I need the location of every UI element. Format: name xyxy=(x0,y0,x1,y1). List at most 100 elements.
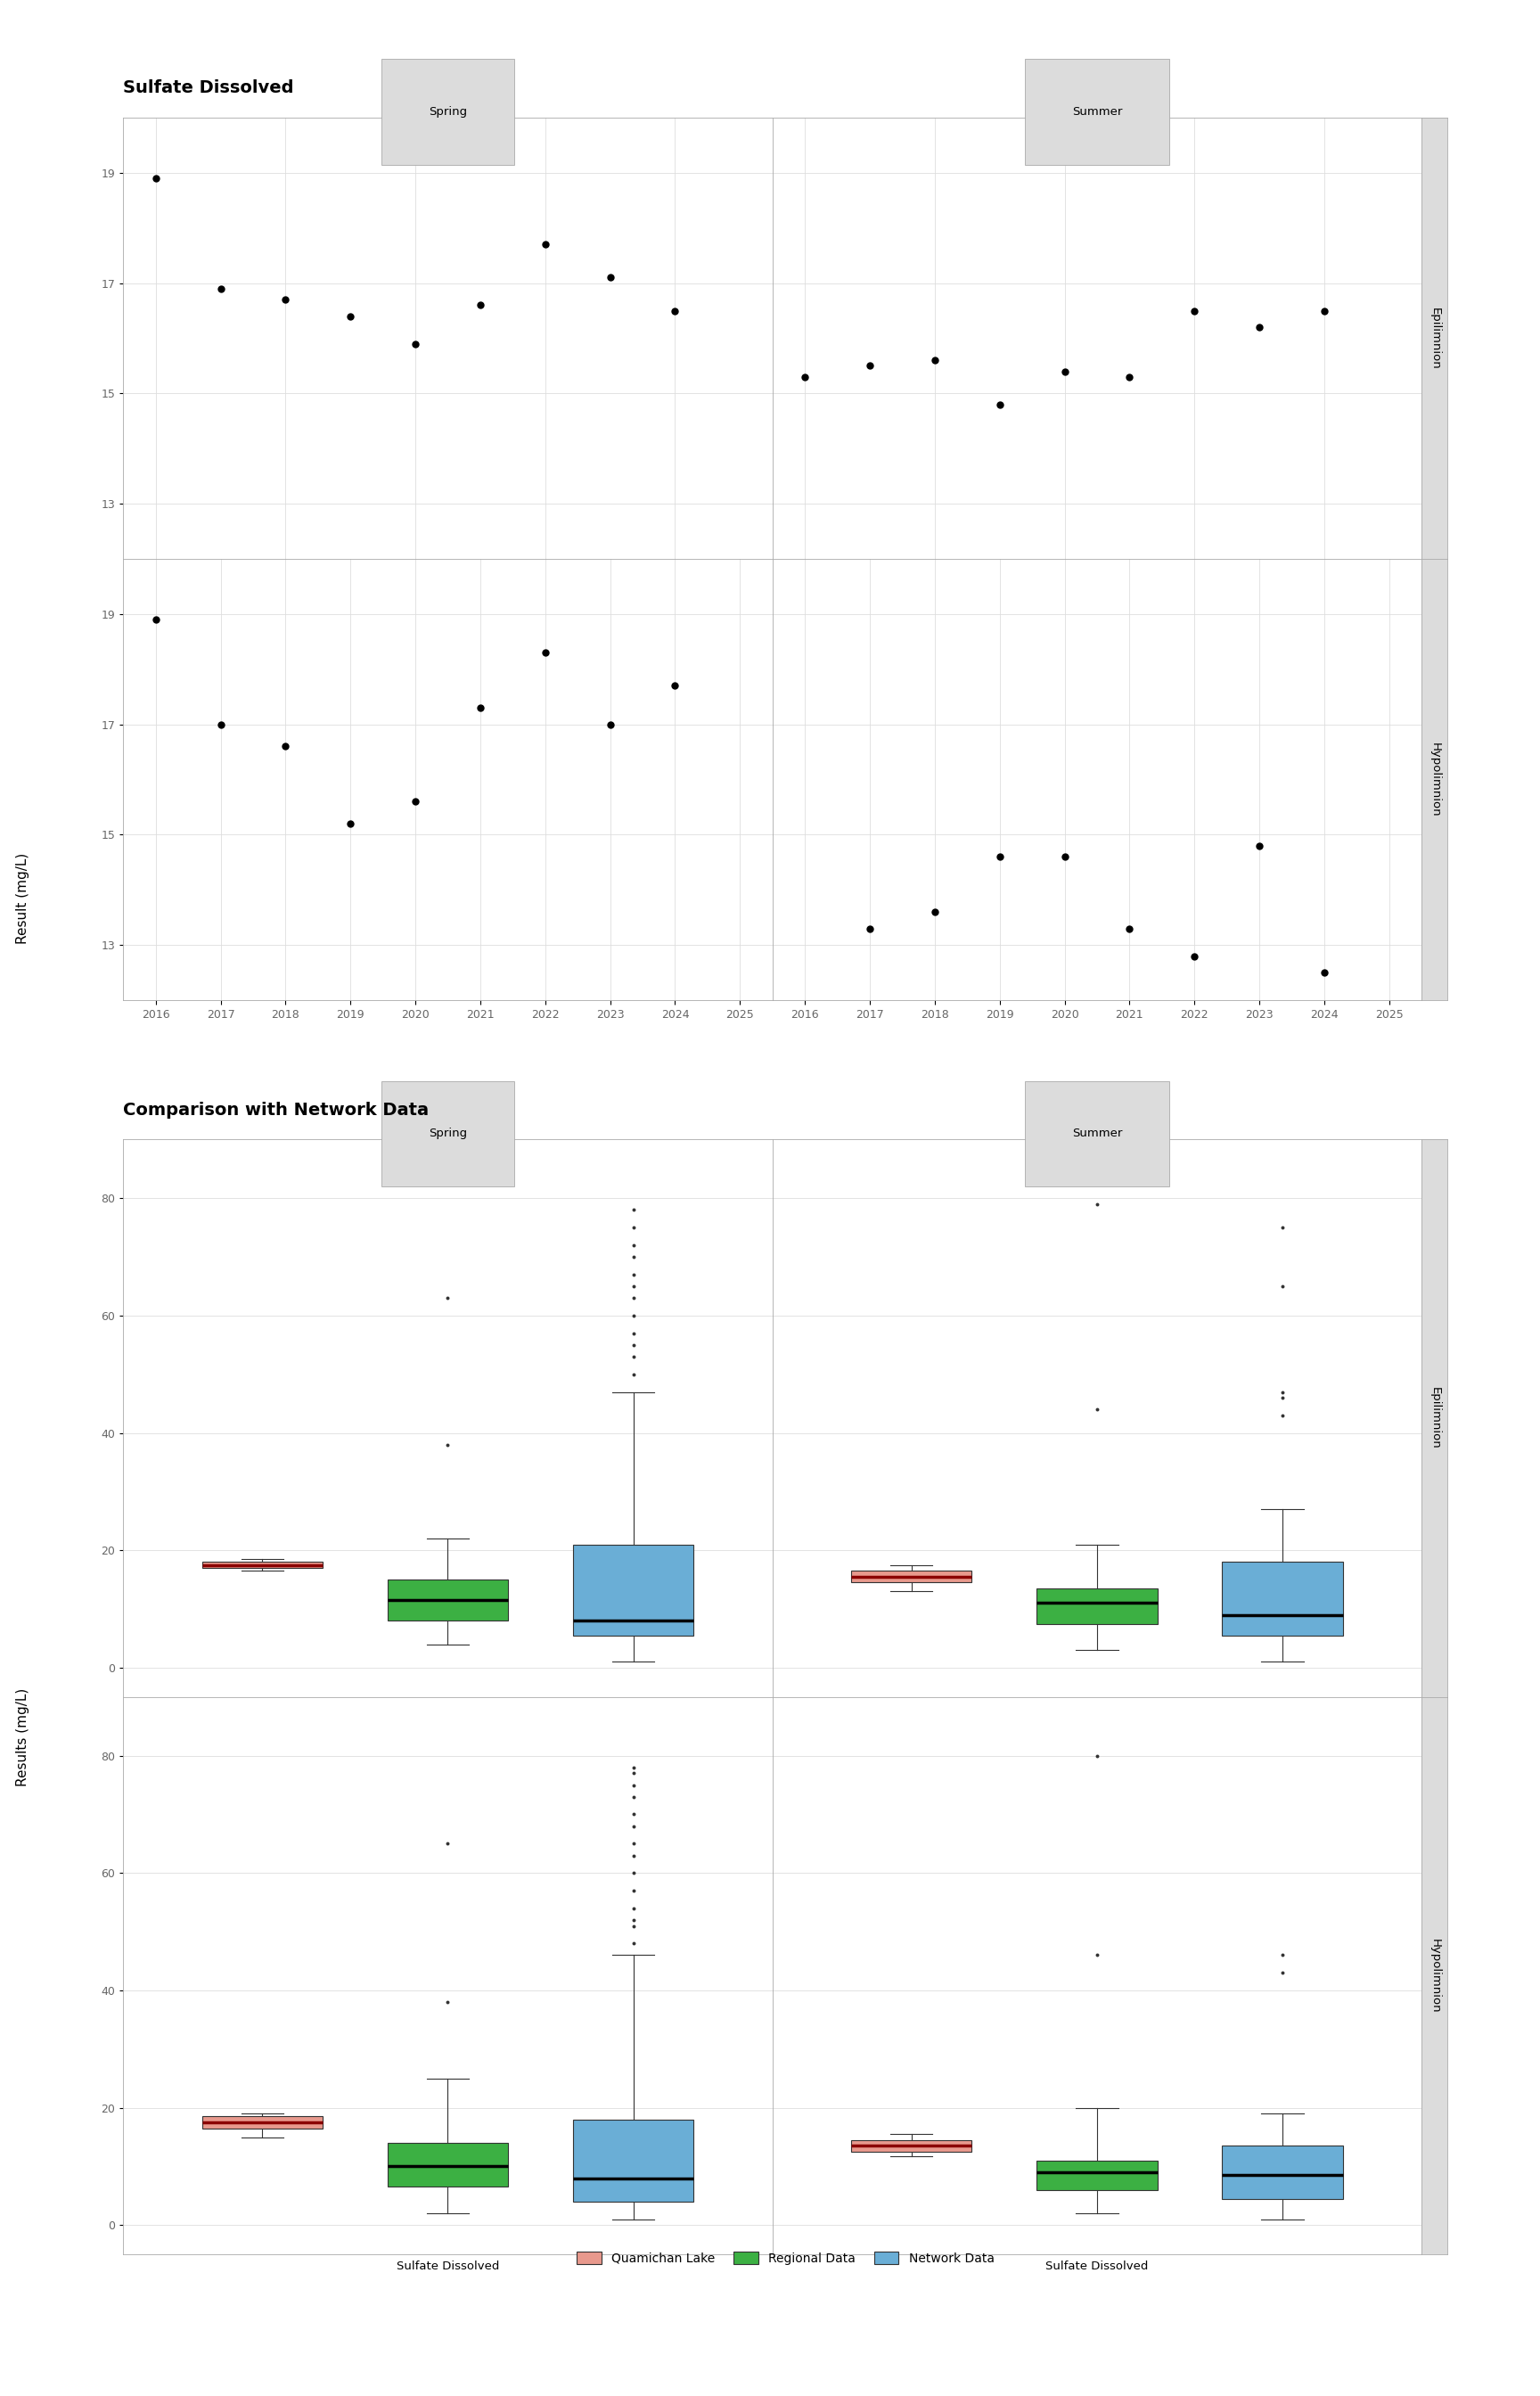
Point xyxy=(621,1823,645,1862)
Point xyxy=(436,1823,460,1862)
Point xyxy=(621,1279,645,1318)
Text: Results (mg/L): Results (mg/L) xyxy=(17,1687,29,1787)
Point xyxy=(1270,1373,1295,1411)
Point xyxy=(1183,292,1207,331)
Text: Hypolimnion: Hypolimnion xyxy=(1429,743,1440,817)
Point xyxy=(621,1239,645,1277)
Title: Spring: Spring xyxy=(428,1129,467,1140)
Point xyxy=(1116,910,1141,949)
Point xyxy=(922,340,947,379)
Point xyxy=(621,1855,645,1893)
Point xyxy=(621,1835,645,1874)
Point xyxy=(1312,292,1337,331)
Point xyxy=(621,1337,645,1375)
Point xyxy=(1247,309,1272,347)
Point xyxy=(987,386,1012,424)
Point xyxy=(621,1871,645,1910)
Point xyxy=(621,1227,645,1265)
Point xyxy=(662,666,687,704)
Point xyxy=(598,259,622,297)
Point xyxy=(858,910,882,949)
Bar xyxy=(1036,2161,1157,2190)
Point xyxy=(793,992,818,1030)
Point xyxy=(621,1900,645,1938)
Point xyxy=(1270,1267,1295,1306)
Point xyxy=(273,728,297,767)
Point xyxy=(621,1795,645,1833)
Bar xyxy=(388,1579,508,1620)
Point xyxy=(1052,839,1076,877)
Text: Comparison with Network Data: Comparison with Network Data xyxy=(123,1102,430,1119)
Point xyxy=(621,1356,645,1394)
Point xyxy=(621,1807,645,1845)
Text: Result (mg/L): Result (mg/L) xyxy=(17,853,29,944)
Point xyxy=(1183,937,1207,975)
Point xyxy=(403,323,428,362)
Bar xyxy=(852,2140,972,2152)
Point xyxy=(1270,1208,1295,1246)
Bar xyxy=(1036,1589,1157,1624)
Point xyxy=(533,225,557,264)
Legend: Quamichan Lake, Regional Data, Network Data: Quamichan Lake, Regional Data, Network D… xyxy=(571,2247,999,2269)
Point xyxy=(1270,1378,1295,1416)
X-axis label: Sulfate Dissolved: Sulfate Dissolved xyxy=(1046,2262,1149,2271)
Point xyxy=(621,1208,645,1246)
Point xyxy=(621,1907,645,1946)
Point xyxy=(1084,1737,1109,1775)
Bar xyxy=(573,2120,693,2202)
Point xyxy=(1247,827,1272,865)
Point xyxy=(621,1325,645,1363)
Text: Epilimnion: Epilimnion xyxy=(1429,1387,1440,1450)
Point xyxy=(208,704,233,743)
Point xyxy=(621,1267,645,1306)
Point xyxy=(1270,1953,1295,1991)
Point xyxy=(621,1888,645,1926)
Point xyxy=(1270,1936,1295,1974)
Point xyxy=(208,268,233,307)
Point xyxy=(1116,357,1141,395)
Point xyxy=(922,894,947,932)
Point xyxy=(621,1754,645,1792)
Point xyxy=(1052,352,1076,391)
Text: Sulfate Dissolved: Sulfate Dissolved xyxy=(123,79,294,96)
Point xyxy=(339,805,363,843)
Bar xyxy=(388,2142,508,2188)
Point xyxy=(533,633,557,671)
Point xyxy=(662,292,687,331)
Point xyxy=(621,1296,645,1335)
Point xyxy=(621,1766,645,1804)
Point xyxy=(1084,1186,1109,1224)
Text: Epilimnion: Epilimnion xyxy=(1429,307,1440,369)
Point xyxy=(621,1256,645,1294)
Bar xyxy=(1223,2147,1343,2200)
Bar xyxy=(202,2116,322,2128)
Point xyxy=(143,601,168,640)
Bar xyxy=(202,1562,322,1567)
Point xyxy=(621,1191,645,1229)
Point xyxy=(468,688,493,726)
Point xyxy=(793,357,818,395)
Bar xyxy=(573,1545,693,1636)
Point xyxy=(403,783,428,822)
Point xyxy=(1084,1390,1109,1428)
Point xyxy=(339,297,363,335)
Text: Hypolimnion: Hypolimnion xyxy=(1429,1938,1440,2013)
Bar xyxy=(1223,1562,1343,1636)
Point xyxy=(621,1778,645,1816)
Title: Summer: Summer xyxy=(1072,105,1123,117)
Point xyxy=(621,1924,645,1962)
Point xyxy=(1312,954,1337,992)
X-axis label: Sulfate Dissolved: Sulfate Dissolved xyxy=(396,2262,499,2271)
Point xyxy=(1270,1397,1295,1435)
Title: Summer: Summer xyxy=(1072,1129,1123,1140)
Point xyxy=(468,285,493,323)
Point xyxy=(1084,1936,1109,1974)
Point xyxy=(436,1426,460,1464)
Point xyxy=(621,1749,645,1787)
Point xyxy=(436,1279,460,1318)
Bar xyxy=(852,1572,972,1584)
Point xyxy=(273,280,297,319)
Point xyxy=(436,1984,460,2022)
Point xyxy=(858,347,882,386)
Point xyxy=(987,839,1012,877)
